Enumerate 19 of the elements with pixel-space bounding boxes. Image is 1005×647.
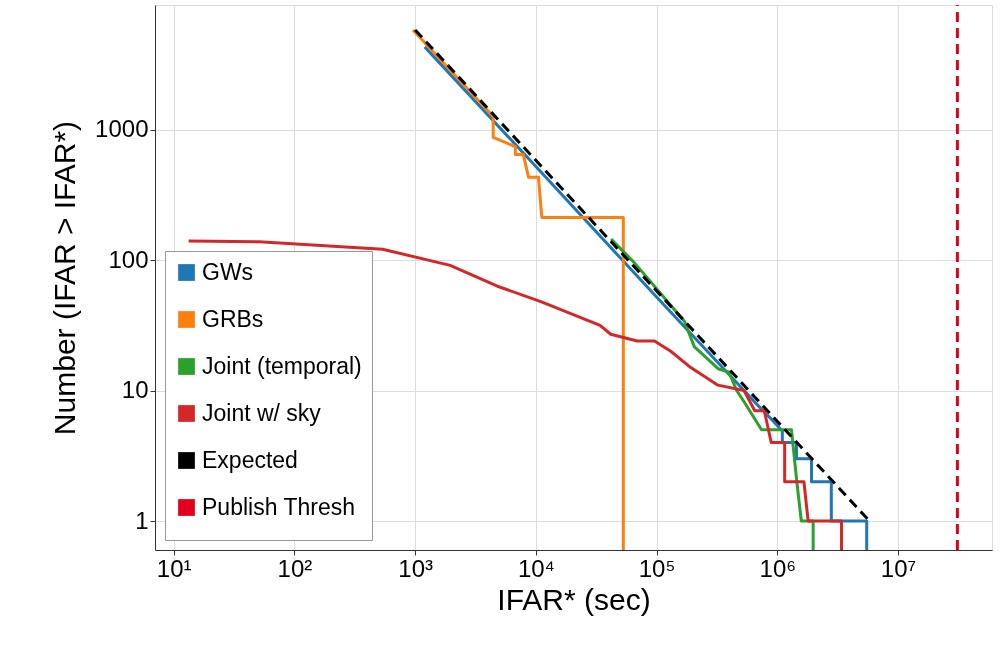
y-tick-label: 1 [135,506,149,534]
y-tick-label: 1000 [95,115,149,143]
x-tick-label: 10⁵ [638,554,676,582]
legend-label: Expected [202,446,298,473]
x-tick-label: 10⁷ [880,554,917,582]
legend-label: Publish Thresh [202,493,355,520]
y-tick-label: 10 [121,376,149,404]
y-tick-label: 100 [108,245,149,273]
x-tick-label: 10² [277,554,313,582]
legend-label: Joint (temporal) [202,352,362,379]
x-tick-label: 10⁶ [759,554,797,582]
x-tick-label: 10⁴ [517,554,555,582]
x-tick-label: 10¹ [156,554,192,582]
legend-label: Joint w/ sky [202,399,322,426]
legend-label: GRBs [202,305,264,332]
x-tick-label: 10³ [398,554,433,582]
y-axis-title: Number (IFAR > IFAR*) [48,120,82,436]
legend-label: GWs [202,258,254,285]
x-axis-title: IFAR* (sec) [497,582,651,616]
